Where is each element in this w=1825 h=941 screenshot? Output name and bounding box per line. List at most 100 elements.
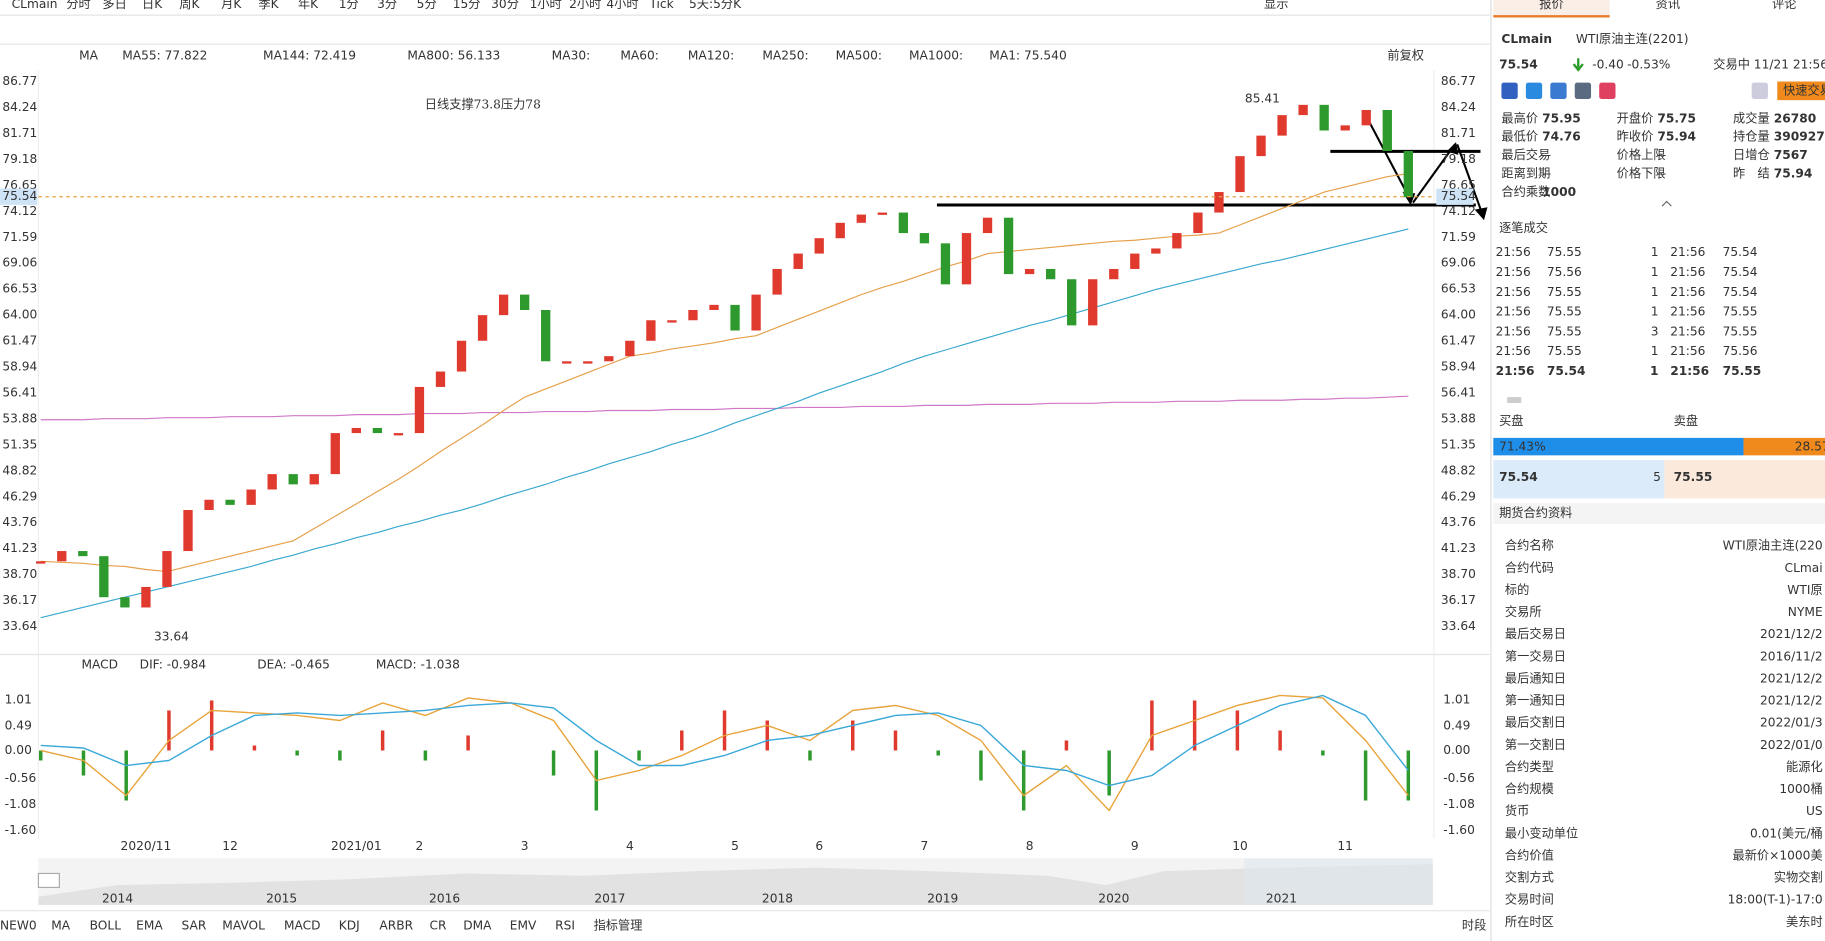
- info-value: WTI原油主连(220: [1723, 538, 1823, 553]
- adjust-button[interactable]: 前复权: [1387, 47, 1424, 62]
- info-label: 交易所: [1505, 604, 1542, 619]
- info-label: 标的: [1505, 582, 1529, 597]
- trade-time: 21:56: [1496, 305, 1531, 319]
- trade-time: 21:56: [1670, 305, 1705, 319]
- high-label: 85.41: [1245, 92, 1280, 106]
- trade-time: 21:56: [1670, 324, 1705, 338]
- icon[interactable]: [1599, 82, 1616, 99]
- candle: [1109, 268, 1119, 280]
- period-tab[interactable]: 周K: [179, 0, 200, 11]
- indicator-tab[interactable]: NEW0: [0, 918, 37, 932]
- icon[interactable]: [1751, 82, 1768, 99]
- candle: [1003, 217, 1014, 275]
- indicator-tab[interactable]: 指标管理: [594, 917, 643, 932]
- y-tick-label: 0.00: [5, 743, 32, 757]
- macd-bar: [38, 750, 43, 761]
- y-tick-label: 46.29: [1441, 489, 1476, 503]
- info-label: 最后交割日: [1505, 715, 1566, 730]
- icon[interactable]: [1574, 82, 1592, 99]
- session-button[interactable]: 时段: [1462, 917, 1486, 932]
- arrowhead: [1474, 207, 1488, 221]
- indicator-tab[interactable]: CR: [429, 918, 447, 932]
- indicator-tab[interactable]: EMV: [510, 918, 537, 932]
- period-tab[interactable]: 1小时: [530, 0, 562, 11]
- indicator-tab[interactable]: MAVOL: [222, 918, 265, 932]
- macd-bar: [1235, 710, 1240, 751]
- trade-price: 75.55: [1547, 285, 1582, 299]
- period-tab[interactable]: 5天:5分K: [689, 0, 742, 11]
- indicator-tab[interactable]: MACD: [284, 918, 321, 932]
- x-tick-label: 5: [731, 839, 739, 853]
- y-tick-label: -0.56: [1443, 771, 1475, 785]
- trade-button-label[interactable]: 快速交易: [1783, 82, 1825, 97]
- macd-bar: [295, 750, 299, 756]
- candle: [604, 356, 614, 362]
- trade-button[interactable]: [1777, 81, 1825, 101]
- y-tick-label: 61.47: [2, 334, 37, 348]
- panel-tab[interactable]: 报价: [1539, 0, 1563, 11]
- panel-tab[interactable]: 评论: [1772, 0, 1796, 11]
- period-tab[interactable]: 月K: [221, 0, 242, 11]
- period-tab[interactable]: Tick: [648, 0, 674, 11]
- indicator-tab[interactable]: EMA: [136, 918, 163, 932]
- info-value: 2021/12/2: [1760, 671, 1823, 685]
- candle: [961, 233, 972, 285]
- indicator-tab[interactable]: MA: [51, 918, 71, 932]
- icon[interactable]: [1501, 82, 1518, 99]
- period-tab[interactable]: 分时: [66, 0, 90, 11]
- ma-title: MA: [79, 48, 99, 62]
- active-tab[interactable]: [1493, 0, 1610, 17]
- period-tab[interactable]: 日K: [142, 0, 163, 11]
- y-tick-label: 48.82: [2, 463, 37, 477]
- candle: [162, 551, 172, 587]
- y-tick-label: 33.64: [2, 619, 37, 633]
- indicator-tab[interactable]: BOLL: [90, 918, 122, 932]
- panel-tab[interactable]: 资讯: [1656, 0, 1680, 11]
- candle: [940, 243, 951, 285]
- period-tab[interactable]: 季K: [258, 0, 279, 11]
- y-tick-label: 81.71: [2, 126, 37, 140]
- period-tab[interactable]: 2小时: [569, 0, 601, 11]
- y-tick-label: 36.17: [2, 593, 37, 607]
- period-tab[interactable]: 30分: [491, 0, 519, 11]
- trade-volume: 1: [1651, 265, 1659, 279]
- macd-bar: [551, 750, 556, 776]
- icon[interactable]: [1525, 82, 1543, 99]
- icon[interactable]: [1550, 82, 1567, 99]
- navigator-handle[interactable]: [37, 872, 60, 889]
- period-tab[interactable]: 3分: [377, 0, 397, 11]
- macd-bar: [167, 710, 171, 751]
- candle: [562, 361, 572, 364]
- scroll-thumb[interactable]: [1507, 397, 1522, 403]
- y-tick-label: 76.65: [1441, 178, 1476, 192]
- macd-bar: [893, 730, 898, 751]
- indicator-tab[interactable]: DMA: [463, 918, 492, 932]
- period-tab[interactable]: 15分: [453, 0, 481, 11]
- x-tick-label: 8: [1026, 839, 1034, 853]
- period-tab[interactable]: 1分: [339, 0, 359, 11]
- price-tag-label: 75.54: [2, 189, 37, 203]
- arrow: [1456, 144, 1484, 216]
- info-label: 所在时区: [1505, 915, 1554, 929]
- indicator-tab[interactable]: KDJ: [339, 918, 360, 932]
- trade-price: 75.54: [1723, 245, 1758, 259]
- ma-line: [40, 395, 1409, 421]
- indicator-tab[interactable]: ARBR: [379, 918, 413, 932]
- year-label: 2016: [429, 892, 460, 906]
- year-label: 2015: [266, 892, 297, 906]
- indicator-tab[interactable]: SAR: [182, 918, 207, 932]
- x-tick-label: 3: [521, 839, 529, 853]
- period-tab[interactable]: 年K: [298, 0, 319, 11]
- info-value: 18:00(T-1)-17:0: [1728, 893, 1823, 907]
- period-tab[interactable]: 4小时: [606, 0, 638, 11]
- navigator-window[interactable]: [1244, 858, 1433, 905]
- trade-time: 21:56: [1496, 324, 1531, 338]
- quote-label: 成交量: [1733, 110, 1770, 125]
- display-menu[interactable]: 显示: [1264, 0, 1288, 11]
- period-tab[interactable]: 5分: [417, 0, 437, 11]
- period-tab[interactable]: 多日: [102, 0, 126, 11]
- indicator-tab[interactable]: RSI: [555, 918, 575, 932]
- trade-price: 75.54: [1723, 265, 1758, 279]
- candle: [772, 268, 782, 295]
- candle: [646, 320, 656, 341]
